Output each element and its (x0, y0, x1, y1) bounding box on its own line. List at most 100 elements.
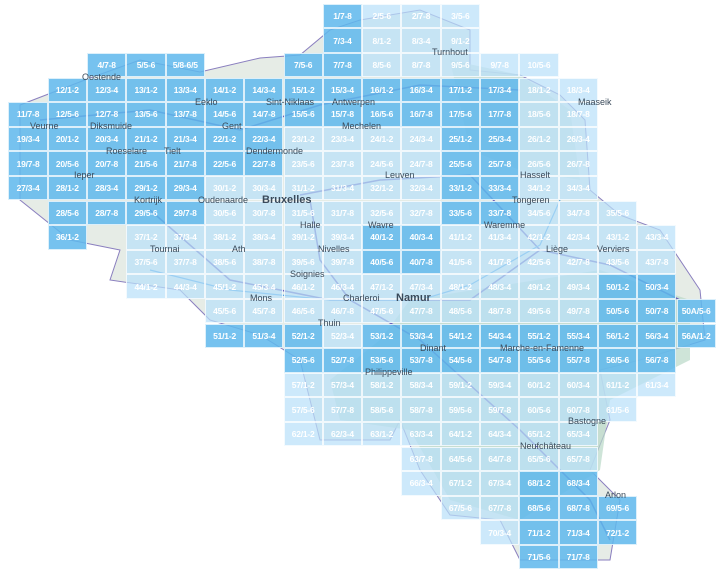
map-sheet-tile[interactable]: 68/3-4 (558, 471, 598, 496)
map-sheet-tile[interactable]: 24/1-2 (362, 126, 402, 152)
map-sheet-tile[interactable]: 62/3-4 (322, 421, 363, 447)
map-sheet-tile[interactable]: 21/1-2 (126, 126, 166, 152)
map-sheet-tile[interactable]: 59/3-4 (480, 372, 520, 398)
map-sheet-tile[interactable]: 45/3-4 (244, 274, 284, 299)
map-sheet-tile[interactable]: 40/5-6 (362, 249, 402, 275)
map-sheet-tile[interactable]: 71/3-4 (558, 520, 598, 545)
map-sheet-tile[interactable]: 53/7-8 (401, 348, 441, 373)
map-sheet-tile[interactable]: 67/1-2 (440, 471, 480, 496)
map-sheet-tile[interactable]: 14/7-8 (244, 102, 284, 127)
map-sheet-tile[interactable]: 5/5-6 (126, 52, 166, 78)
map-sheet-tile[interactable]: 46/7-8 (322, 298, 363, 324)
map-sheet-tile[interactable]: 55/1-2 (519, 323, 559, 349)
map-sheet-tile[interactable]: 49/3-4 (558, 274, 598, 299)
map-sheet-tile[interactable]: 28/5-6 (47, 200, 87, 226)
map-sheet-tile[interactable]: 28/7-8 (87, 200, 127, 226)
map-sheet-tile[interactable]: 56/3-4 (637, 323, 677, 349)
map-sheet-tile[interactable]: 48/7-8 (480, 298, 520, 324)
map-sheet-tile[interactable]: 48/1-2 (440, 274, 480, 299)
map-sheet-tile[interactable]: 19/7-8 (8, 151, 48, 176)
map-sheet-tile[interactable]: 60/1-2 (519, 372, 559, 398)
map-sheet-tile[interactable]: 59/5-6 (440, 397, 480, 422)
map-sheet-tile[interactable]: 33/7-8 (480, 200, 520, 226)
map-sheet-tile[interactable]: 42/7-8 (558, 249, 598, 275)
map-sheet-tile[interactable]: 63/7-8 (401, 446, 441, 472)
map-sheet-tile[interactable]: 45/5-6 (204, 298, 245, 324)
map-sheet-tile[interactable]: 51/3-4 (244, 323, 284, 349)
map-sheet-tile[interactable]: 21/5-6 (126, 151, 166, 176)
map-sheet-tile[interactable]: 31/5-6 (283, 200, 323, 226)
map-sheet-tile[interactable]: 34/5-6 (519, 200, 559, 226)
map-sheet-tile[interactable]: 37/7-8 (165, 249, 205, 275)
map-sheet-tile[interactable]: 23/3-4 (322, 126, 363, 152)
map-sheet-tile[interactable]: 42/5-6 (519, 249, 559, 275)
map-sheet-tile[interactable]: 46/5-6 (283, 298, 323, 324)
map-sheet-tile[interactable]: 65/7-8 (558, 446, 598, 472)
map-sheet-tile[interactable]: 60/5-6 (519, 397, 559, 422)
map-sheet-tile[interactable]: 53/1-2 (362, 323, 402, 349)
map-sheet-tile[interactable]: 20/1-2 (47, 126, 87, 152)
map-sheet-tile[interactable]: 58/7-8 (401, 397, 441, 422)
map-sheet-tile[interactable]: 25/7-8 (480, 151, 520, 176)
map-sheet-tile[interactable]: 9/5-6 (440, 52, 480, 78)
map-sheet-tile[interactable]: 50/1-2 (597, 274, 638, 299)
map-sheet-tile[interactable]: 22/1-2 (204, 126, 245, 152)
map-sheet-tile[interactable]: 13/5-6 (126, 102, 166, 127)
map-sheet-tile[interactable]: 7/5-6 (283, 52, 323, 78)
map-sheet-tile[interactable]: 26/5-6 (519, 151, 559, 176)
map-sheet-tile[interactable]: 13/3-4 (165, 77, 205, 103)
map-sheet-tile[interactable]: 56/5-6 (597, 348, 638, 373)
map-sheet-tile[interactable]: 47/3-4 (401, 274, 441, 299)
map-sheet-tile[interactable]: 34/1-2 (519, 175, 559, 201)
map-sheet-tile[interactable]: 57/3-4 (322, 372, 363, 398)
map-sheet-tile[interactable]: 16/3-4 (401, 77, 441, 103)
map-sheet-tile[interactable]: 2/5-6 (362, 3, 402, 29)
map-sheet-tile[interactable]: 33/5-6 (440, 200, 480, 226)
map-sheet-tile[interactable]: 15/1-2 (283, 77, 323, 103)
map-sheet-tile[interactable]: 59/7-8 (480, 397, 520, 422)
map-sheet-tile[interactable]: 7/7-8 (322, 52, 363, 78)
map-sheet-tile[interactable]: 71/1-2 (519, 520, 559, 545)
map-sheet-tile[interactable]: 10/5-6 (519, 52, 559, 78)
map-sheet-tile[interactable]: 68/5-6 (519, 495, 559, 521)
map-sheet-tile[interactable]: 66/3-4 (401, 471, 441, 496)
map-sheet-tile[interactable]: 39/7-8 (322, 249, 363, 275)
map-sheet-tile[interactable]: 52/5-6 (283, 348, 323, 373)
map-sheet-tile[interactable]: 20/3-4 (87, 126, 127, 152)
map-sheet-tile[interactable]: 71/5-6 (519, 544, 559, 570)
map-sheet-tile[interactable]: 13/7-8 (165, 102, 205, 127)
map-sheet-tile[interactable]: 32/5-6 (362, 200, 402, 226)
map-sheet-tile[interactable]: 42/3-4 (558, 225, 598, 250)
map-sheet-tile[interactable]: 41/3-4 (480, 225, 520, 250)
map-sheet-tile[interactable]: 17/5-6 (440, 102, 480, 127)
map-sheet-tile[interactable]: 23/7-8 (322, 151, 363, 176)
map-sheet-tile[interactable]: 44/1-2 (126, 274, 166, 299)
map-sheet-tile[interactable]: 16/1-2 (362, 77, 402, 103)
map-sheet-tile[interactable]: 52/1-2 (283, 323, 323, 349)
map-sheet-tile[interactable]: 46/1-2 (283, 274, 323, 299)
map-sheet-tile[interactable]: 26/3-4 (558, 126, 598, 152)
map-sheet-tile[interactable]: 37/3-4 (165, 225, 205, 250)
map-sheet-tile[interactable]: 43/1-2 (597, 225, 638, 250)
map-sheet-tile[interactable]: 24/7-8 (401, 151, 441, 176)
map-sheet-tile[interactable]: 32/1-2 (362, 175, 402, 201)
map-sheet-tile[interactable]: 56/7-8 (637, 348, 677, 373)
map-sheet-tile[interactable]: 34/3-4 (558, 175, 598, 201)
map-sheet-tile[interactable]: 14/5-6 (204, 102, 245, 127)
map-sheet-tile[interactable]: 14/3-4 (244, 77, 284, 103)
map-sheet-tile[interactable]: 35/5-6 (597, 200, 638, 226)
map-sheet-tile[interactable]: 19/3-4 (8, 126, 48, 152)
map-sheet-tile[interactable]: 48/3-4 (480, 274, 520, 299)
map-sheet-tile[interactable]: 39/3-4 (322, 225, 363, 250)
map-sheet-tile[interactable]: 65/3-4 (558, 421, 598, 447)
map-sheet-tile[interactable]: 47/1-2 (362, 274, 402, 299)
map-sheet-tile[interactable]: 70/3-4 (480, 520, 520, 545)
map-sheet-tile[interactable]: 51/1-2 (204, 323, 245, 349)
map-sheet-tile[interactable]: 40/1-2 (362, 225, 402, 250)
map-sheet-tile[interactable]: 69/5-6 (597, 495, 638, 521)
map-sheet-tile[interactable]: 12/7-8 (87, 102, 127, 127)
map-sheet-tile[interactable]: 50A/5-6 (676, 298, 716, 324)
map-sheet-tile[interactable]: 15/7-8 (322, 102, 363, 127)
map-sheet-tile[interactable]: 37/1-2 (126, 225, 166, 250)
